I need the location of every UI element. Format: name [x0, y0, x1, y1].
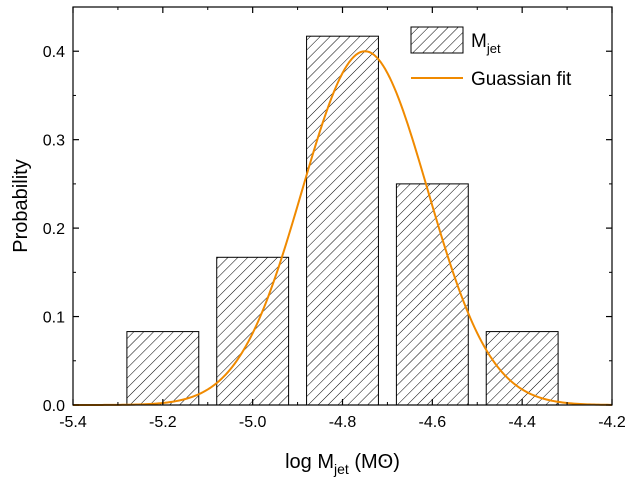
y-tick-label: 0.0	[43, 398, 65, 415]
x-tick-label: -4.2	[598, 414, 626, 431]
x-axis-label: log Mjet (Mʘ)	[285, 451, 400, 477]
y-tick-label: 0.4	[43, 44, 65, 61]
x-tick-label: -5.4	[59, 414, 87, 431]
y-axis-label: Probability	[10, 159, 32, 252]
x-tick-label: -5.2	[149, 414, 177, 431]
bar-3	[306, 35, 379, 406]
legend-label-mjet-part-1: jet	[486, 41, 501, 56]
bar-4	[395, 183, 469, 406]
x-axis-label-part-0: log M	[285, 451, 334, 473]
x-tick-label: -4.4	[508, 414, 536, 431]
y-tick-label: 0.3	[43, 133, 65, 150]
x-tick-label: -4.6	[419, 414, 447, 431]
legend-label-fit: Guassian fit	[471, 69, 572, 90]
legend-swatch-mjet	[410, 26, 464, 54]
bar-1	[126, 331, 200, 406]
x-tick-label: -4.8	[329, 414, 357, 431]
bars-layer	[126, 35, 559, 406]
y-tick-label: 0.1	[43, 310, 65, 327]
bar-5	[485, 331, 559, 406]
axes-layer: -5.4 -5.2 -5.0 -4.8 -4.6 -4.4 -4.2 0.0 0.1 0.2 0.3…	[10, 6, 626, 477]
legend-label-mjet: Mjet	[471, 31, 501, 56]
legend: Mjet Guassian fit	[410, 26, 572, 90]
y-tick-label: 0.2	[43, 221, 65, 238]
x-tick-label: -5.0	[239, 414, 267, 431]
legend-label-mjet-part-0: M	[471, 31, 487, 52]
x-axis-label-part-2: (Mʘ)	[349, 451, 400, 473]
x-axis-label-part-1: jet	[333, 461, 349, 477]
